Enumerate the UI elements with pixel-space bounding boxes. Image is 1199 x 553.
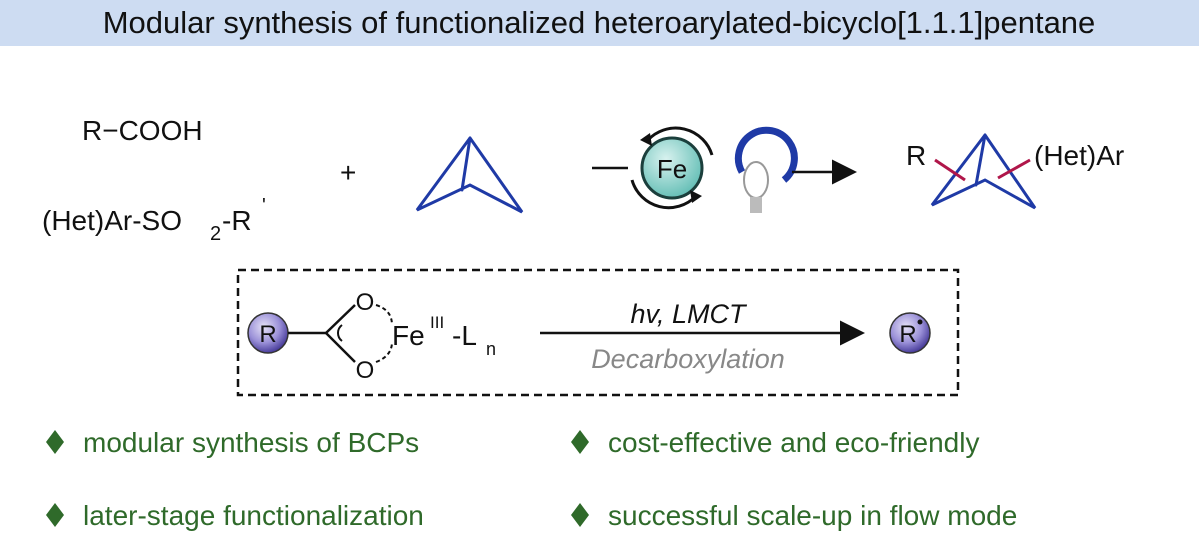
reagent: -R — [222, 205, 252, 236]
iron: -L — [452, 320, 477, 351]
catalyst-label: Fe — [657, 154, 687, 184]
cycle-arrow-head — [640, 133, 652, 146]
bullet — [46, 430, 64, 454]
reagent: (Het)Ar-SO — [42, 205, 182, 236]
r-group: R — [259, 321, 276, 348]
iron: Fe — [392, 320, 425, 351]
feature: successful scale-up in flow mode — [608, 500, 1017, 531]
oxygen: O — [356, 357, 375, 384]
cycle-arrow — [646, 126, 714, 156]
reagent: R−COOH — [82, 115, 203, 146]
bond — [325, 304, 356, 334]
features: modular synthesis of BCPs cost-effective … — [46, 427, 1017, 531]
bullet — [571, 430, 589, 454]
product-aryl: (Het)Ar — [1034, 140, 1124, 171]
iron-catalyst — [640, 136, 704, 200]
light-arc — [734, 126, 798, 183]
bond — [325, 332, 356, 363]
bond — [997, 158, 1031, 180]
bond — [934, 158, 966, 182]
light-bulb — [743, 161, 769, 213]
plus: + — [340, 157, 356, 188]
feature: later-stage functionalization — [83, 500, 424, 531]
bicyclopentane — [415, 136, 524, 214]
superscript: III — [430, 313, 444, 332]
resonance — [337, 324, 343, 342]
coordination — [375, 304, 393, 363]
title: Modular synthesis of functionalized hete… — [103, 5, 1096, 40]
cycle-arrow-head — [690, 190, 702, 203]
prime: ' — [262, 195, 266, 217]
subscript: 2 — [210, 223, 221, 245]
mechanism-box — [236, 268, 960, 397]
process: Decarboxylation — [591, 344, 785, 374]
radical-dot — [917, 319, 923, 325]
bullet — [46, 503, 64, 527]
oxygen: O — [356, 289, 375, 316]
bullet — [571, 503, 589, 527]
title-band — [0, 0, 1199, 46]
feature: cost-effective and eco-friendly — [608, 427, 979, 458]
product-r: R — [906, 140, 926, 171]
cycle-arrow — [630, 179, 698, 210]
product-bicyclopentane — [930, 133, 1037, 210]
conditions: hv, LMCT — [630, 299, 748, 329]
subscript: n — [486, 339, 496, 359]
feature: modular synthesis of BCPs — [83, 427, 419, 458]
radical: R — [899, 321, 916, 348]
